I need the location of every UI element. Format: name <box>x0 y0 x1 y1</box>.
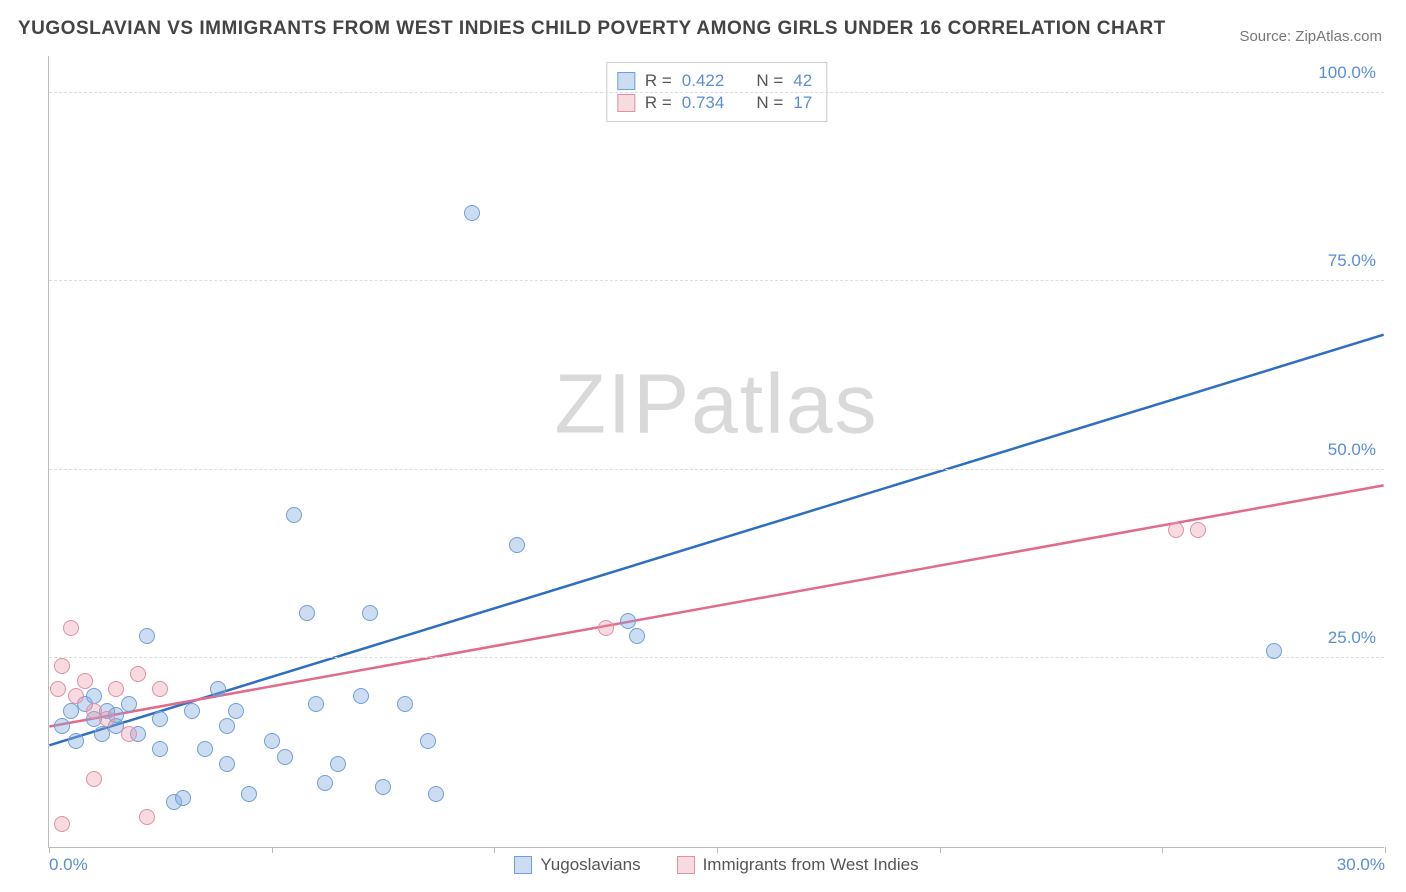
x-tick-label: 0.0% <box>49 855 88 875</box>
r-label: R = <box>645 93 672 113</box>
y-tick-label: 100.0% <box>1318 63 1376 83</box>
data-point-a <box>620 613 636 629</box>
data-point-a <box>121 696 137 712</box>
data-point-b <box>152 681 168 697</box>
data-point-b <box>130 666 146 682</box>
x-tick-mark <box>49 847 50 853</box>
data-point-a <box>509 537 525 553</box>
data-point-a <box>353 688 369 704</box>
n-label: N = <box>756 71 783 91</box>
legend-label-b: Immigrants from West Indies <box>703 855 919 875</box>
chart-title: YUGOSLAVIAN VS IMMIGRANTS FROM WEST INDI… <box>18 18 1166 40</box>
data-point-b <box>50 681 66 697</box>
stats-row-b: R = 0.734 N = 17 <box>617 93 812 113</box>
x-tick-mark <box>272 847 273 853</box>
data-point-a <box>308 696 324 712</box>
gridline <box>49 657 1384 658</box>
legend-swatch-b <box>677 856 695 874</box>
data-point-b <box>68 688 84 704</box>
data-point-a <box>219 756 235 772</box>
data-point-a <box>286 507 302 523</box>
swatch-b <box>617 94 635 112</box>
data-point-a <box>139 628 155 644</box>
data-point-a <box>420 733 436 749</box>
data-point-a <box>330 756 346 772</box>
n-value-b: 17 <box>793 93 812 113</box>
x-tick-mark <box>940 847 941 853</box>
data-point-a <box>241 786 257 802</box>
trend-line-b <box>49 485 1383 726</box>
legend-item-b: Immigrants from West Indies <box>677 855 919 875</box>
data-point-a <box>86 688 102 704</box>
gridline <box>49 469 1384 470</box>
data-point-a <box>68 733 84 749</box>
data-point-a <box>152 711 168 727</box>
data-point-a <box>264 733 280 749</box>
data-point-a <box>152 741 168 757</box>
y-tick-label: 50.0% <box>1328 440 1376 460</box>
data-point-a <box>428 786 444 802</box>
data-point-a <box>629 628 645 644</box>
x-tick-mark <box>1162 847 1163 853</box>
y-tick-label: 75.0% <box>1328 251 1376 271</box>
scatter-plot: ZIPatlas R =0.422N =42R =0.734N =17 Yugo… <box>48 56 1384 848</box>
r-value-a: 0.422 <box>682 71 725 91</box>
data-point-b <box>77 673 93 689</box>
r-value-b: 0.734 <box>682 93 725 113</box>
source-label: Source: ZipAtlas.com <box>1239 28 1382 45</box>
data-point-a <box>1266 643 1282 659</box>
data-point-b <box>108 681 124 697</box>
legend-label-a: Yugoslavians <box>540 855 640 875</box>
data-point-b <box>99 711 115 727</box>
n-label: N = <box>756 93 783 113</box>
data-point-a <box>299 605 315 621</box>
n-value-a: 42 <box>793 71 812 91</box>
data-point-a <box>210 681 226 697</box>
data-point-a <box>54 718 70 734</box>
data-point-b <box>1168 522 1184 538</box>
gridline <box>49 92 1384 93</box>
data-point-b <box>121 726 137 742</box>
x-tick-mark <box>717 847 718 853</box>
x-tick-label: 30.0% <box>1337 855 1385 875</box>
legend-item-a: Yugoslavians <box>514 855 640 875</box>
data-point-a <box>375 779 391 795</box>
trend-line-a <box>49 335 1383 746</box>
gridline <box>49 280 1384 281</box>
x-tick-mark <box>1385 847 1386 853</box>
data-point-b <box>139 809 155 825</box>
legend-swatch-a <box>514 856 532 874</box>
data-point-b <box>1190 522 1206 538</box>
data-point-a <box>362 605 378 621</box>
trend-lines <box>49 56 1384 847</box>
data-point-a <box>277 749 293 765</box>
y-tick-label: 25.0% <box>1328 628 1376 648</box>
data-point-a <box>464 205 480 221</box>
data-point-a <box>197 741 213 757</box>
x-tick-mark <box>494 847 495 853</box>
data-point-b <box>598 620 614 636</box>
data-point-a <box>219 718 235 734</box>
data-point-a <box>175 790 191 806</box>
data-point-a <box>184 703 200 719</box>
data-point-b <box>54 658 70 674</box>
swatch-a <box>617 72 635 90</box>
data-point-b <box>63 620 79 636</box>
data-point-a <box>317 775 333 791</box>
data-point-a <box>228 703 244 719</box>
data-point-a <box>397 696 413 712</box>
data-point-b <box>86 771 102 787</box>
series-legend: Yugoslavians Immigrants from West Indies <box>49 855 1384 879</box>
r-label: R = <box>645 71 672 91</box>
data-point-b <box>54 816 70 832</box>
stats-row-a: R = 0.422 N = 42 <box>617 71 812 91</box>
